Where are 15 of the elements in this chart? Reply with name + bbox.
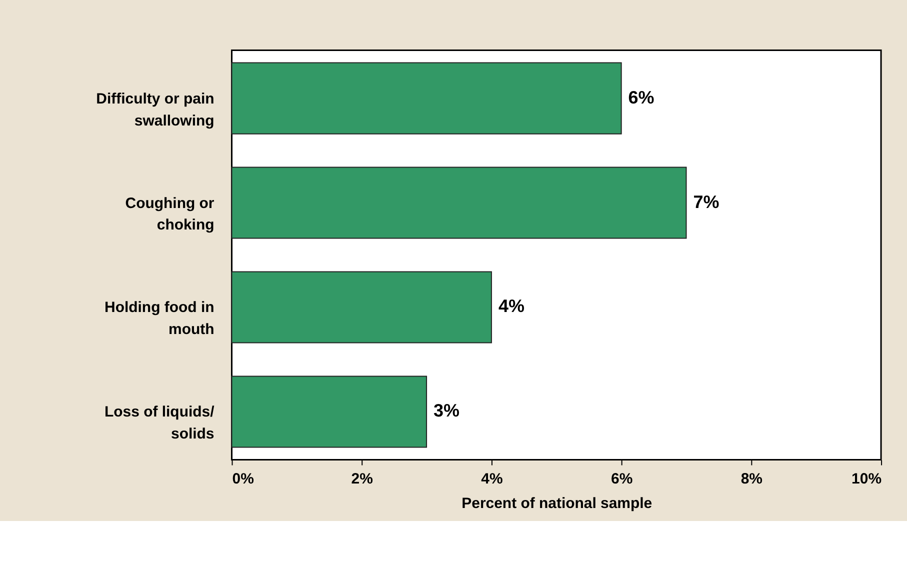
y-tick-label: Difficulty or pain swallowing [96, 90, 214, 130]
y-tick-label: Holding food in mouth [104, 299, 214, 338]
x-tick-label: 0% [232, 470, 254, 488]
x-tick-label: 2% [351, 470, 373, 488]
data-label: 4% [498, 296, 524, 316]
data-label: 7% [693, 192, 720, 212]
x-axis-title: Percent of national sample [462, 495, 652, 512]
y-tick-label: Loss of liquids/ solids [104, 404, 216, 443]
y-tick-label: Coughing or choking [125, 194, 214, 234]
x-tick-label: 6% [610, 470, 633, 488]
data-label: 6% [628, 87, 654, 108]
x-tick-label: 4% [481, 470, 503, 488]
data-label: 3% [434, 400, 460, 421]
x-tick-label: 10% [852, 470, 882, 488]
x-tick-label: 8% [740, 470, 762, 488]
